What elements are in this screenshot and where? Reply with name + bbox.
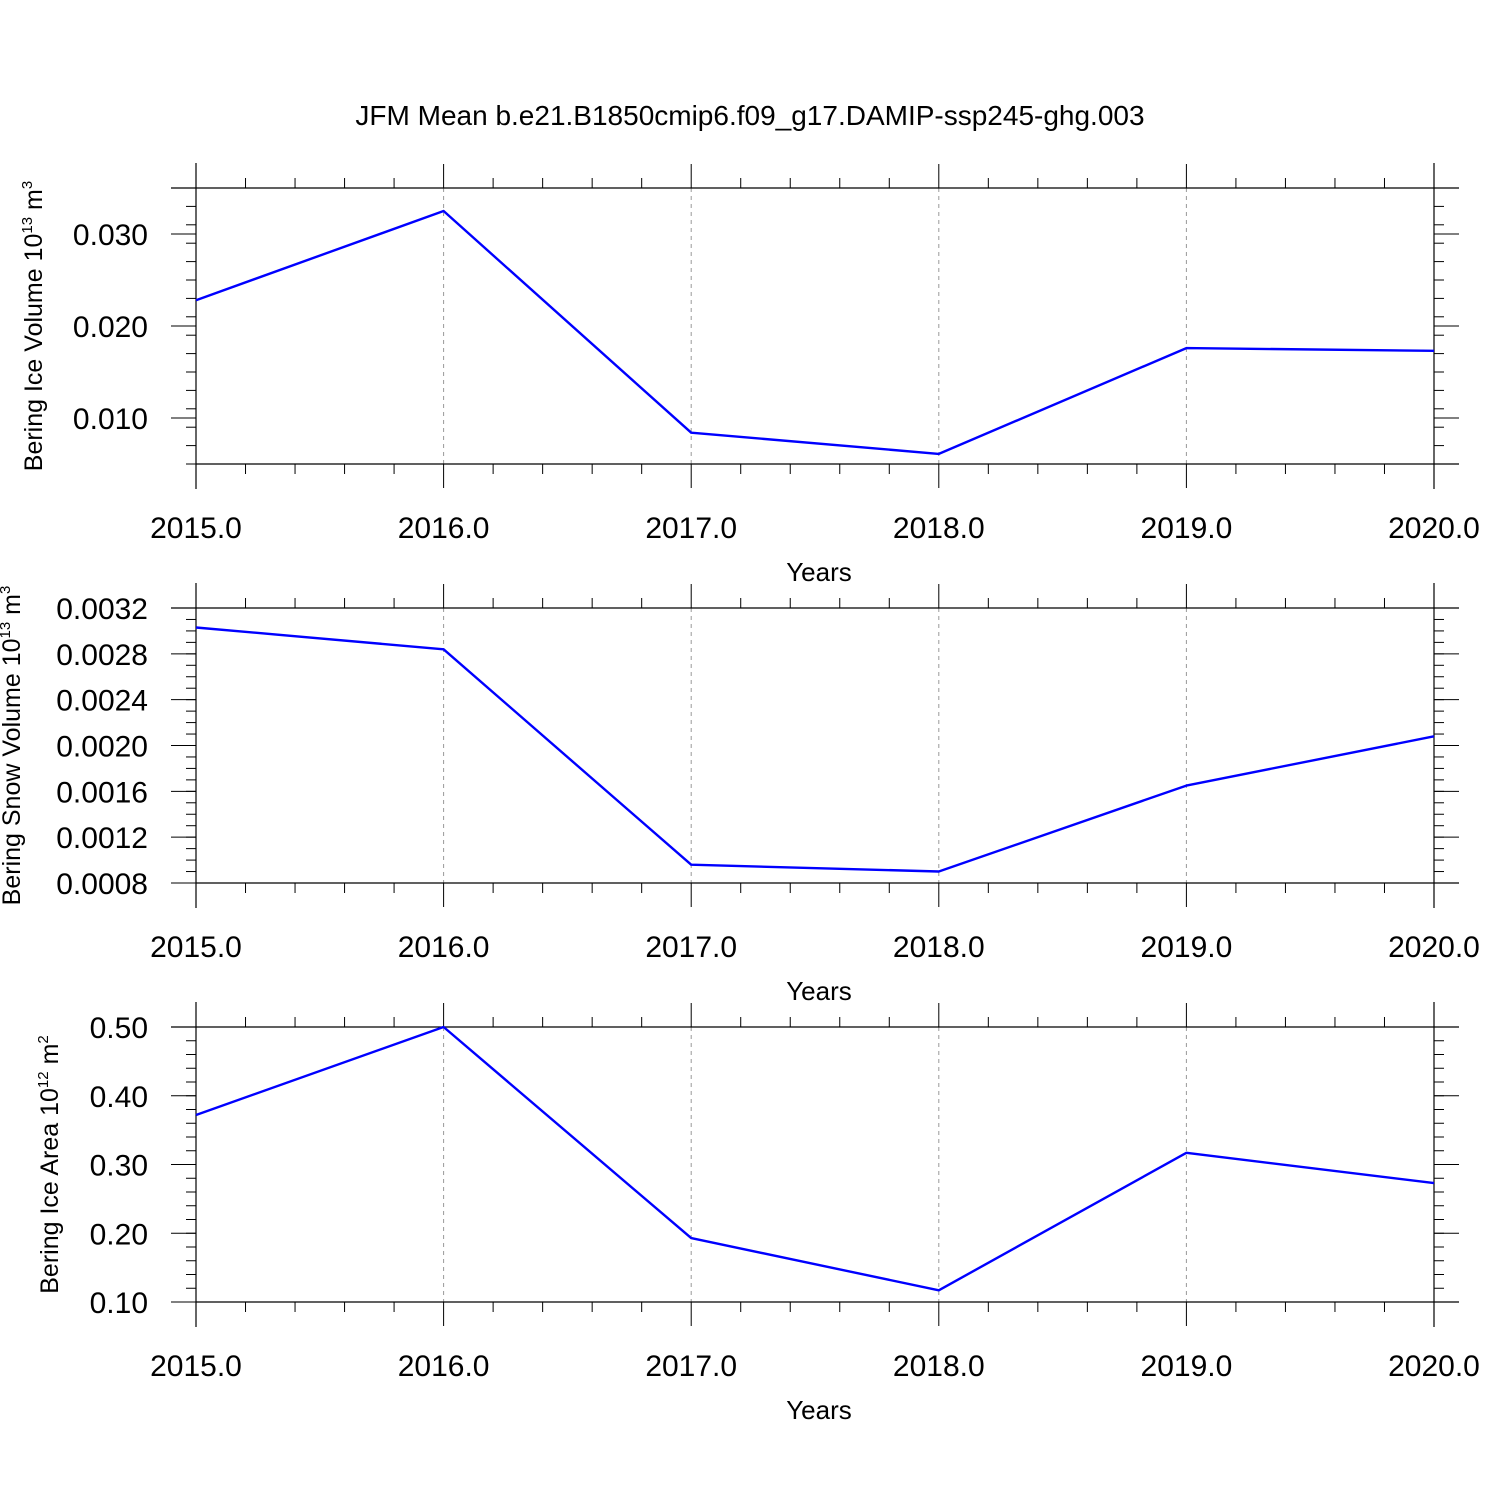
x-tick-label: 2020.0 xyxy=(1388,512,1480,545)
y-tick-label: 0.0032 xyxy=(56,593,148,626)
chart-panels: 0.010 0.020 0.030 2015.0 2016.0 2017.0 2018.0 2… xyxy=(0,163,1480,1425)
x-tick-label: 2015.0 xyxy=(150,931,242,964)
y-tick-label: 0.50 xyxy=(90,1012,148,1045)
x-tick-label: 2018.0 xyxy=(893,931,985,964)
y-tick-label: 0.0024 xyxy=(56,685,148,718)
x-tick-label: 2017.0 xyxy=(645,1350,737,1383)
y-tick-label: 0.010 xyxy=(73,403,148,436)
x-tick-label: 2020.0 xyxy=(1388,1350,1480,1383)
x-tick-label: 2016.0 xyxy=(398,931,490,964)
chart-panel-1: 0.010 0.020 0.030 2015.0 2016.0 2017.0 2018.0 2… xyxy=(19,163,1480,587)
series-line xyxy=(195,1025,1435,1292)
x-tick-label: 2017.0 xyxy=(645,512,737,545)
y-tick-label: 0.10 xyxy=(90,1287,148,1320)
chart-panel-2: 0.0008 0.0012 0.0016 0.0020 0.0024 0.0028 0.00… xyxy=(0,583,1480,1006)
y-axis-label: Bering Ice Volume 1013 m3 xyxy=(19,181,48,471)
y-tick-label: 0.20 xyxy=(90,1218,148,1251)
y-axis-label: Bering Snow Volume 1013 m3 xyxy=(0,586,26,906)
chart-panel-3: 0.10 0.20 0.30 0.40 0.50 2015.0 2016.0 2017.0 20… xyxy=(35,1002,1480,1425)
series-line xyxy=(195,626,1435,873)
y-tick-label: 0.30 xyxy=(90,1150,148,1183)
x-tick-label: 2019.0 xyxy=(1141,512,1233,545)
figure-title: JFM Mean b.e21.B1850cmip6.f09_g17.DAMIP-… xyxy=(355,100,1144,131)
y-tick-label: 0.0016 xyxy=(56,776,148,809)
x-tick-label: 2017.0 xyxy=(645,931,737,964)
x-tick-label: 2015.0 xyxy=(150,1350,242,1383)
x-tick-label: 2018.0 xyxy=(893,1350,985,1383)
y-tick-label: 0.0012 xyxy=(56,822,148,855)
x-axis-label: Years xyxy=(786,976,852,1006)
x-axis-label: Years xyxy=(786,557,852,587)
x-tick-label: 2016.0 xyxy=(398,512,490,545)
y-tick-label: 0.0028 xyxy=(56,639,148,672)
x-tick-label: 2019.0 xyxy=(1141,1350,1233,1383)
y-tick-label: 0.0008 xyxy=(56,868,148,901)
x-tick-label: 2019.0 xyxy=(1141,931,1233,964)
series-line xyxy=(195,209,1435,456)
x-tick-label: 2018.0 xyxy=(893,512,985,545)
x-tick-label: 2020.0 xyxy=(1388,931,1480,964)
x-tick-label: 2016.0 xyxy=(398,1350,490,1383)
y-tick-label: 0.40 xyxy=(90,1081,148,1114)
y-axis-label: Bering Ice Area 1012 m2 xyxy=(35,1035,64,1294)
x-tick-label: 2015.0 xyxy=(150,512,242,545)
y-tick-label: 0.0020 xyxy=(56,731,148,764)
y-tick-label: 0.030 xyxy=(73,219,148,252)
x-axis-label: Years xyxy=(786,1395,852,1425)
y-tick-label: 0.020 xyxy=(73,311,148,344)
